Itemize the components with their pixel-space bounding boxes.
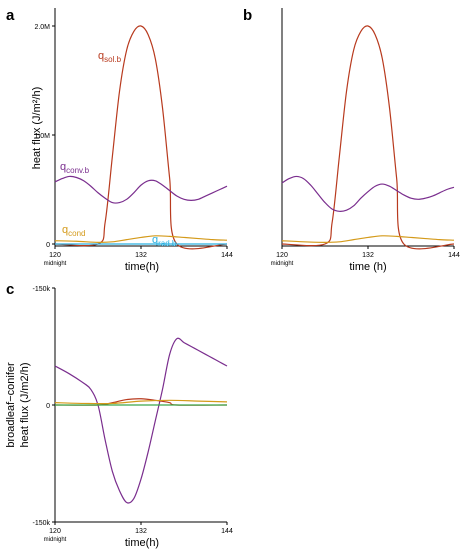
series-line-q-sol-b bbox=[281, 25, 455, 250]
x-tick-label: 120 bbox=[276, 252, 288, 259]
x-tick-label: 144 bbox=[221, 252, 233, 259]
series-line-q-cond bbox=[54, 235, 228, 243]
x-tick-sublabel: midnight bbox=[271, 261, 294, 267]
panel-letter-a: a bbox=[6, 7, 15, 24]
panel-c-y-axis-label-1: broadleaf−conifer bbox=[5, 362, 17, 448]
panel-c: -150k 0 -150k 120 132 144 midnight broadleaf−… bbox=[5, 286, 233, 549]
x-tick-label: 144 bbox=[448, 252, 460, 259]
panel-c-x-axis-label: time(h) bbox=[125, 537, 159, 549]
series-line-q-sol-b bbox=[54, 398, 228, 406]
label-q-sol-b: qsol.b bbox=[98, 50, 122, 64]
panel-a: 0 1.0M 2.0M 120 132 144 midnight heat flux (J… bbox=[31, 8, 233, 273]
x-tick-label: 132 bbox=[135, 252, 147, 259]
series-line-q-conv-b bbox=[281, 175, 455, 212]
series-line-q-sol-b bbox=[54, 25, 228, 250]
x-tick-label: 144 bbox=[221, 528, 233, 535]
y-tick-label: -150k bbox=[32, 286, 50, 293]
label-q-conv-b: qconv.b bbox=[60, 161, 90, 175]
label-q-rad-b: qrad.b bbox=[152, 234, 177, 248]
panel-c-y-axis-label-2: heat flux (J/m2/h) bbox=[19, 363, 31, 448]
series-line-q-cond bbox=[54, 399, 228, 405]
panel-b-x-axis-label: time (h) bbox=[349, 261, 386, 273]
x-tick-label: 132 bbox=[362, 252, 374, 259]
series-line-q-cond bbox=[281, 235, 455, 243]
x-tick-label: 132 bbox=[135, 528, 147, 535]
y-tick-label: 2.0M bbox=[34, 24, 50, 31]
x-tick-label: 120 bbox=[49, 528, 61, 535]
y-tick-label: 1.0M bbox=[34, 133, 50, 140]
series-line-q-conv-b bbox=[54, 337, 228, 504]
panel-a-x-axis-label: time(h) bbox=[125, 261, 159, 273]
panel-letter-b: b bbox=[243, 7, 252, 24]
panel-a-y-axis-label: heat flux (J/m²/h) bbox=[31, 87, 43, 170]
y-tick-label: 0 bbox=[46, 242, 50, 249]
y-tick-label: 0 bbox=[46, 403, 50, 410]
x-tick-sublabel: midnight bbox=[44, 261, 67, 267]
series-line-q-conv-b bbox=[54, 175, 228, 204]
panel-letter-c: c bbox=[6, 281, 14, 298]
label-q-cond: qcond bbox=[62, 224, 85, 238]
panel-b: 120 132 144 midnight time (h) bbox=[271, 8, 460, 273]
x-tick-sublabel: midnight bbox=[44, 537, 67, 543]
x-tick-label: 120 bbox=[49, 252, 61, 259]
y-tick-label: -150k bbox=[32, 520, 50, 527]
